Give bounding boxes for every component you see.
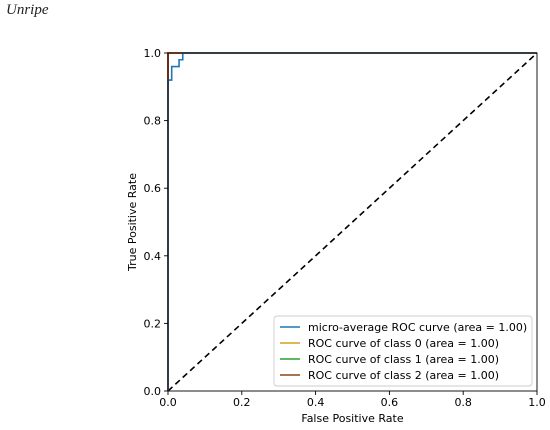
- legend-label-1: ROC curve of class 0 (area = 1.00): [308, 337, 499, 350]
- x-tick-label: 0.8: [454, 396, 472, 409]
- legend-box: [273, 315, 533, 387]
- legend-label-0: micro-average ROC curve (area = 1.00): [308, 321, 527, 334]
- x-tick-label: 0.0: [159, 396, 177, 409]
- legend-label-3: ROC curve of class 2 (area = 1.00): [308, 369, 499, 382]
- y-axis-title: True Positive Rate: [126, 173, 139, 272]
- x-tick-label: 0.6: [381, 396, 399, 409]
- plot-frame: [167, 52, 538, 392]
- y-tick-label: 0.4: [144, 250, 162, 263]
- x-tick-label: 0.2: [233, 396, 251, 409]
- y-tick-label: 0.8: [144, 115, 162, 128]
- y-tick-label: 0.0: [144, 385, 162, 398]
- y-tick-label: 0.2: [144, 317, 162, 330]
- legend-label-2: ROC curve of class 1 (area = 1.00): [308, 353, 499, 366]
- x-axis-title: False Positive Rate: [301, 412, 403, 425]
- y-tick-label: 1.0: [144, 47, 162, 60]
- x-tick-label: 1.0: [528, 396, 546, 409]
- y-tick-label: 0.6: [144, 182, 162, 195]
- x-tick-label: 0.4: [307, 396, 325, 409]
- series-line-0: [167, 52, 537, 391]
- chance-diagonal-line: [167, 52, 538, 392]
- panel-label: Unripe: [6, 2, 49, 18]
